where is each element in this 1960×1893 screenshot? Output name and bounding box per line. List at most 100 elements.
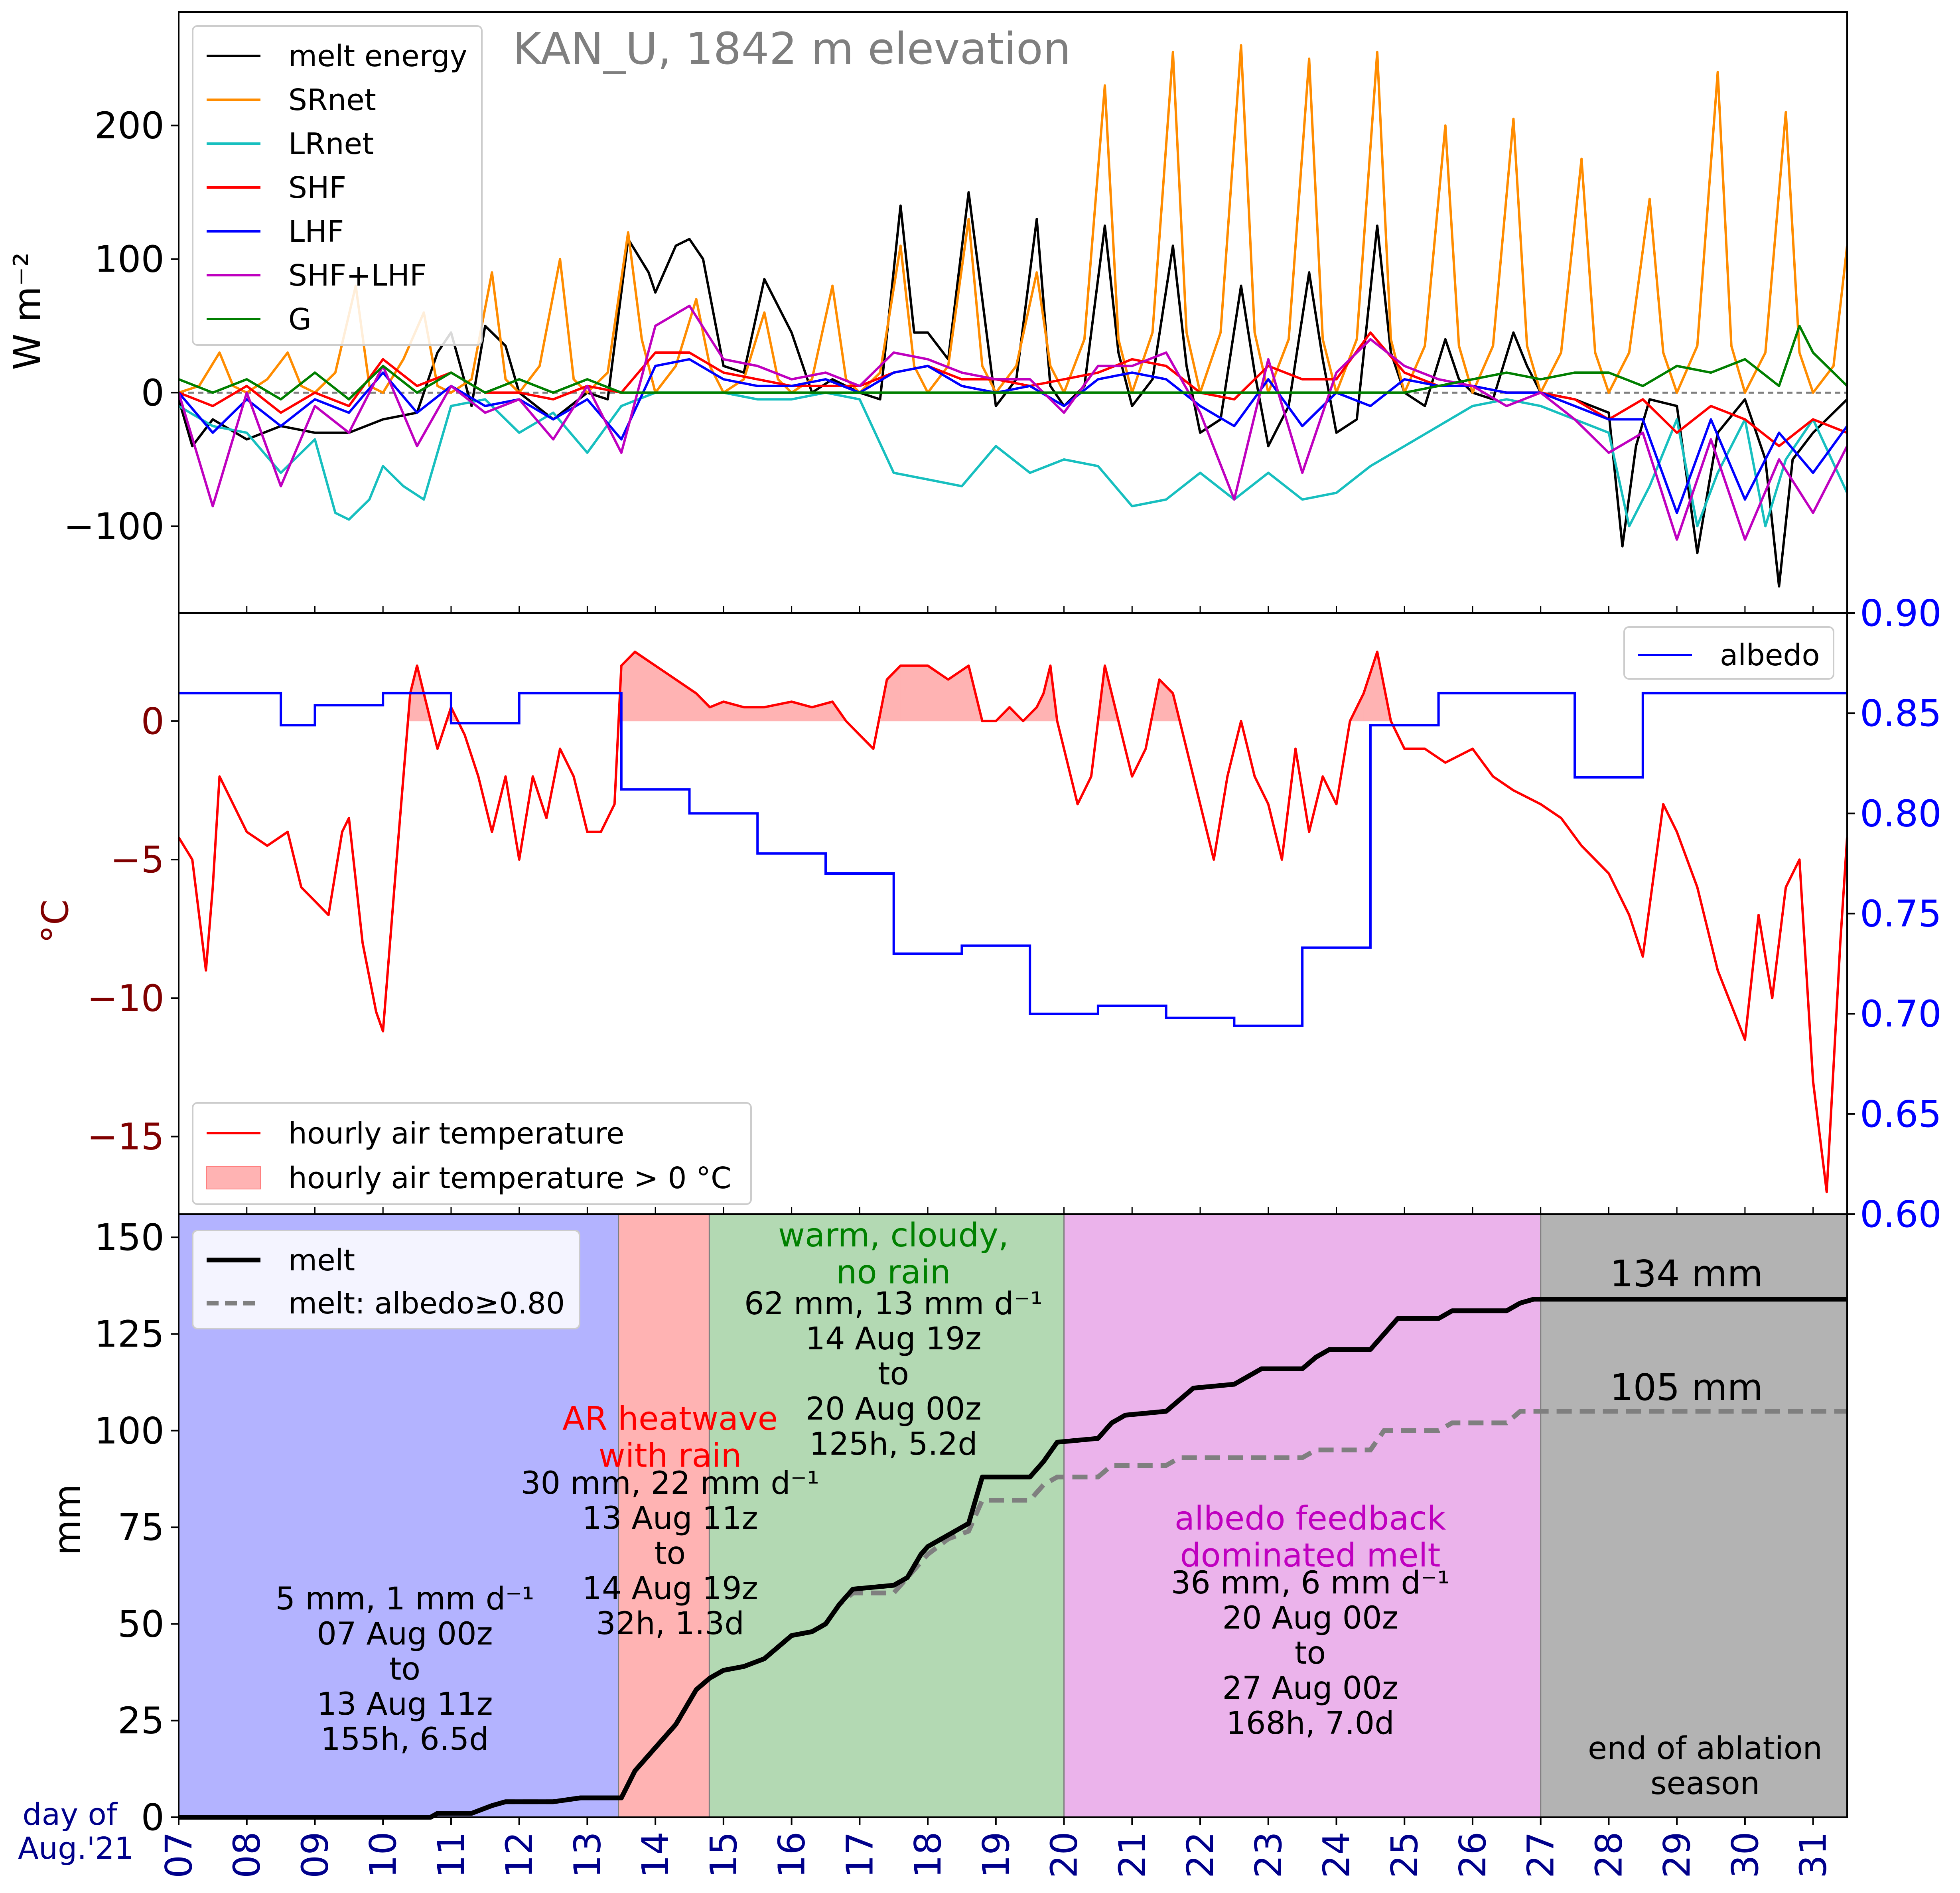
- melt-ytick-label-5: 25: [118, 1700, 164, 1742]
- legend-melt-label-1: melt: albedo≥0.80: [288, 1286, 565, 1321]
- xtick-label-7: 14: [634, 1832, 677, 1878]
- temperature-legend: hourly air temperature hourly air tempera…: [192, 1102, 752, 1205]
- xtick-label-16: 23: [1247, 1832, 1290, 1878]
- xtick-label-9: 16: [771, 1832, 813, 1878]
- xtick-label-12: 19: [975, 1832, 1017, 1878]
- legend-temp-frame: [192, 1102, 752, 1205]
- albedo-ytick-label-0: 0.90: [1860, 592, 1942, 635]
- xtick-label-5: 12: [498, 1832, 541, 1878]
- period-text-0-2: to: [389, 1651, 420, 1687]
- temp-ytick-label-3: −15: [87, 1116, 164, 1158]
- legend-energy-frame: [192, 25, 483, 346]
- period-text-2-0: 62 mm, 13 mm d⁻¹: [744, 1286, 1043, 1322]
- albedo-ytick-label-6: 0.60: [1860, 1193, 1942, 1236]
- period-text-4-1: season: [1650, 1766, 1760, 1802]
- period-heading-3-1: dominated melt: [1180, 1536, 1440, 1574]
- legend-energy-label-5: SHF+LHF: [288, 258, 427, 293]
- period-text-4-0: end of ablation: [1588, 1731, 1822, 1767]
- legend-energy-label-1: SRnet: [288, 83, 376, 117]
- temp-ytick-label-0: 0: [141, 700, 164, 743]
- period-text-2-1: 14 Aug 19z: [805, 1321, 981, 1357]
- temperature-ylabel: °C: [34, 899, 77, 943]
- albedo-legend: albedo: [1623, 626, 1834, 680]
- melt-ytick-label-1: 125: [94, 1313, 164, 1355]
- energy-lines: [179, 44, 1847, 588]
- period-heading-3-0: albedo feedback: [1175, 1500, 1446, 1538]
- melt-albedo-total-annotation: 105 mm: [1610, 1366, 1763, 1409]
- legend-temp-swatch-1: [206, 1166, 261, 1189]
- period-text-3-4: 168h, 7.0d: [1226, 1706, 1394, 1741]
- legend-albedo-frame: [1623, 626, 1834, 680]
- temperature-above-zero-fill: [408, 651, 1391, 722]
- energy-series-g: [179, 325, 1847, 401]
- energy-ytick-label-1: 100: [94, 238, 164, 281]
- melt-panel-frame: [178, 1213, 1848, 1818]
- melt-ytick-label-6: 0: [141, 1796, 164, 1839]
- energy-ytick-label-2: 0: [141, 371, 164, 414]
- xtick-label-21: 28: [1587, 1832, 1630, 1878]
- period-text-0-4: 155h, 6.5d: [321, 1721, 489, 1757]
- period-text-1-1: 13 Aug 11z: [582, 1501, 758, 1536]
- xtick-label-10: 17: [838, 1832, 881, 1878]
- period-text-0-0: 5 mm, 1 mm d⁻¹: [275, 1581, 534, 1617]
- legend-energy-label-6: G: [288, 302, 311, 337]
- legend-energy-label-0: melt energy: [288, 39, 467, 73]
- period-heading-1-0: AR heatwave: [562, 1400, 778, 1438]
- xlabel-line-1: day of: [22, 1796, 118, 1832]
- temperature-line: [177, 651, 1848, 1193]
- period-text-2-3: 20 Aug 00z: [805, 1391, 981, 1427]
- period-text-1-4: 32h, 1.3d: [596, 1606, 744, 1642]
- albedo-ytick-label-3: 0.75: [1860, 893, 1942, 935]
- albedo-ytick-label-1: 0.85: [1860, 692, 1942, 735]
- period-text-1-2: to: [655, 1536, 686, 1572]
- period-text-3-1: 20 Aug 00z: [1222, 1600, 1398, 1636]
- melt-ytick-label-4: 50: [118, 1603, 164, 1645]
- period-band-3: [1064, 1214, 1541, 1817]
- period-band-2: [709, 1214, 1064, 1817]
- energy-series-srnet: [179, 44, 1847, 394]
- chart-title: KAN_U, 1842 m elevation: [513, 23, 1071, 74]
- xtick-label-0: 07: [158, 1832, 200, 1878]
- period-text-1-0: 30 mm, 22 mm d⁻¹: [521, 1465, 819, 1501]
- melt-lines: [179, 1297, 1847, 1820]
- legend-temp-label-1: hourly air temperature > 0 °C: [288, 1161, 732, 1195]
- legend-energy-label-4: LHF: [288, 215, 344, 249]
- period-heading-2-0: warm, cloudy,: [778, 1217, 1009, 1254]
- period-text-1-3: 14 Aug 19z: [582, 1571, 758, 1607]
- melt-ylabel: mm: [46, 1484, 89, 1555]
- legend-temp-label-0: hourly air temperature: [288, 1116, 624, 1151]
- period-text-3-0: 36 mm, 6 mm d⁻¹: [1171, 1565, 1450, 1601]
- melt-line: [179, 1297, 1847, 1820]
- xtick-label-8: 15: [702, 1832, 745, 1878]
- xtick-label-2: 09: [294, 1832, 336, 1878]
- legend-melt-frame: [192, 1230, 580, 1329]
- xtick-label-14: 21: [1111, 1832, 1154, 1878]
- xtick-label-24: 31: [1792, 1832, 1835, 1878]
- albedo-ytick-label-4: 0.70: [1860, 993, 1942, 1035]
- xtick-label-13: 20: [1043, 1832, 1086, 1878]
- axes: 2001000−1000−5−10−150.900.850.800.750.70…: [63, 105, 1942, 1878]
- xlabel-line-2: Aug.'21: [18, 1830, 134, 1866]
- energy-legend: melt energy SRnet LRnet SHF LHF SHF+LHF G: [192, 25, 483, 346]
- period-band-1: [618, 1214, 710, 1817]
- temp-ytick-label-1: −5: [110, 838, 164, 881]
- period-text-3-2: to: [1295, 1635, 1326, 1671]
- xtick-label-4: 11: [430, 1832, 473, 1878]
- period-heading-1-1: with rain: [599, 1437, 742, 1475]
- period-text-0-3: 13 Aug 11z: [317, 1686, 493, 1722]
- legend-energy-label-2: LRnet: [288, 127, 374, 161]
- legend-albedo-label-0: albedo: [1720, 638, 1820, 672]
- period-text-3-3: 27 Aug 00z: [1222, 1670, 1398, 1706]
- xtick-label-11: 18: [907, 1832, 949, 1878]
- albedo-ytick-label-5: 0.65: [1860, 1093, 1942, 1136]
- temperature-lines: [177, 651, 1848, 1193]
- melt-ytick-label-0: 150: [94, 1216, 164, 1259]
- xtick-label-6: 13: [566, 1832, 609, 1878]
- temp-ytick-label-2: −10: [87, 977, 164, 1019]
- melt-total-annotation: 134 mm: [1610, 1252, 1763, 1295]
- xtick-label-22: 29: [1656, 1832, 1698, 1878]
- melt-legend: melt melt: albedo≥0.80: [192, 1230, 580, 1329]
- period-band-4: [1540, 1214, 1847, 1817]
- energy-ylabel: W m⁻²: [6, 252, 49, 370]
